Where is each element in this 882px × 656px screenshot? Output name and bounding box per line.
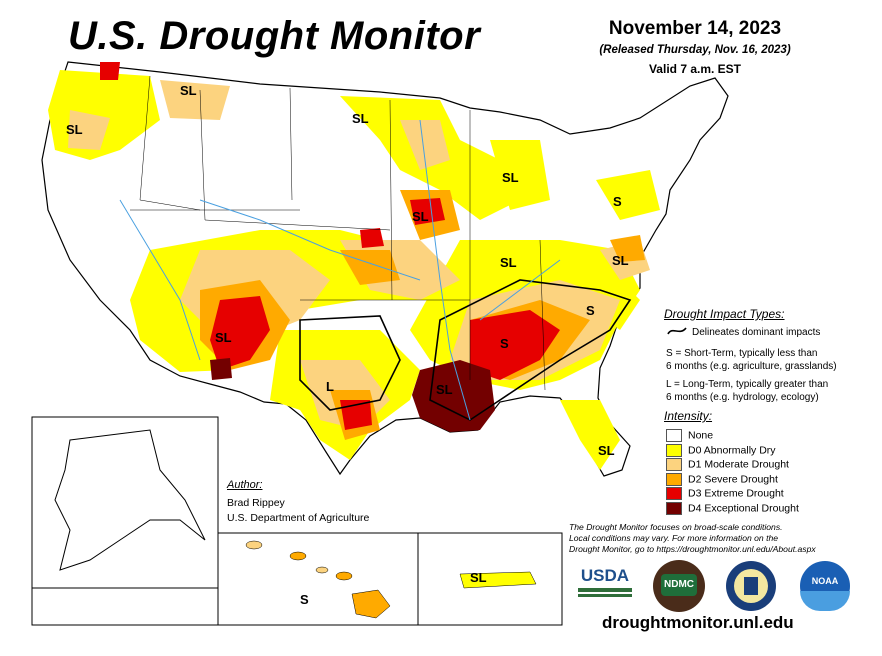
impact-short-term: S = Short-Term, typically less than xyxy=(666,348,818,359)
legend-swatch xyxy=(666,472,682,486)
ndmc-logo: NDMC xyxy=(653,560,705,612)
legend-label: D3 Extreme Drought xyxy=(688,487,784,500)
legend-item: D1 Moderate Drought xyxy=(666,458,789,471)
legend-swatch xyxy=(666,487,682,500)
legend-item: D4 Exceptional Drought xyxy=(666,501,799,515)
svg-text:S: S xyxy=(500,336,509,351)
impact-lines xyxy=(299,279,632,421)
d3-areas xyxy=(100,62,560,430)
valid-time: Valid 7 a.m. EST xyxy=(648,62,742,76)
legend-label: None xyxy=(688,429,714,442)
legend-item: D0 Abnormally Dry xyxy=(666,443,776,457)
impact-delineates: Delineates dominant impacts xyxy=(692,327,821,338)
alaska-shape xyxy=(54,429,206,571)
svg-text:SL: SL xyxy=(180,83,197,98)
commerce-seal xyxy=(726,561,776,611)
svg-text:L: L xyxy=(326,379,334,394)
legend-item: None xyxy=(666,429,713,442)
impact-short-term-detail: 6 months (e.g. agriculture, grasslands) xyxy=(666,361,837,372)
svg-text:SL: SL xyxy=(598,443,615,458)
impact-heading: Drought Impact Types: xyxy=(664,307,785,321)
legend-swatch xyxy=(666,501,682,515)
svg-text:SL: SL xyxy=(502,170,519,185)
release-date: (Released Thursday, Nov. 16, 2023) xyxy=(599,44,791,56)
author-label: Author: xyxy=(227,479,263,491)
svg-text:SL: SL xyxy=(436,382,453,397)
legend-label: D0 Abnormally Dry xyxy=(688,444,776,456)
usda-logo: USDA xyxy=(578,566,632,604)
impact-long-term-detail: 6 months (e.g. hydrology, ecology) xyxy=(666,392,819,403)
website-url[interactable]: droughtmonitor.unl.edu xyxy=(602,613,794,632)
puerto-rico-shape xyxy=(459,571,537,589)
author-name: Brad Rippey xyxy=(227,497,285,509)
focus-note: The Drought Monitor focuses on broad-sca… xyxy=(569,522,816,554)
svg-text:S: S xyxy=(300,592,309,607)
legend-label: D4 Exceptional Drought xyxy=(688,502,799,514)
impact-line-symbol xyxy=(667,327,687,335)
rivers xyxy=(119,119,561,421)
intensity-heading: Intensity: xyxy=(664,409,713,423)
svg-text:SL: SL xyxy=(500,255,517,270)
page-title: U.S. Drought Monitor xyxy=(68,14,481,58)
author-org: U.S. Department of Agriculture xyxy=(227,512,370,524)
svg-text:SL: SL xyxy=(412,209,429,224)
svg-text:S: S xyxy=(586,303,595,318)
svg-text:SL: SL xyxy=(352,111,369,126)
impact-long-term: L = Long-Term, typically greater than xyxy=(666,379,829,390)
legend-label: D2 Severe Drought xyxy=(688,473,778,485)
legend-label: D1 Moderate Drought xyxy=(688,458,789,471)
noaa-logo: NOAA xyxy=(800,561,850,611)
legend-swatch xyxy=(666,429,682,442)
legend-item: D2 Severe Drought xyxy=(666,472,778,486)
map-date: November 14, 2023 xyxy=(608,18,782,39)
svg-text:SL: SL xyxy=(470,570,487,585)
legend-item: D3 Extreme Drought xyxy=(666,487,784,500)
state-lines xyxy=(130,75,546,391)
hawaii-islands xyxy=(245,540,391,619)
svg-text:SL: SL xyxy=(66,122,83,137)
map-labels: SL SL SL SL SL S SL SL S SL S L SL SL S … xyxy=(66,83,629,607)
legend-swatch xyxy=(666,443,682,457)
svg-text:S: S xyxy=(613,194,622,209)
svg-text:SL: SL xyxy=(612,253,629,268)
svg-text:SL: SL xyxy=(215,330,232,345)
legend-swatch xyxy=(666,458,682,471)
